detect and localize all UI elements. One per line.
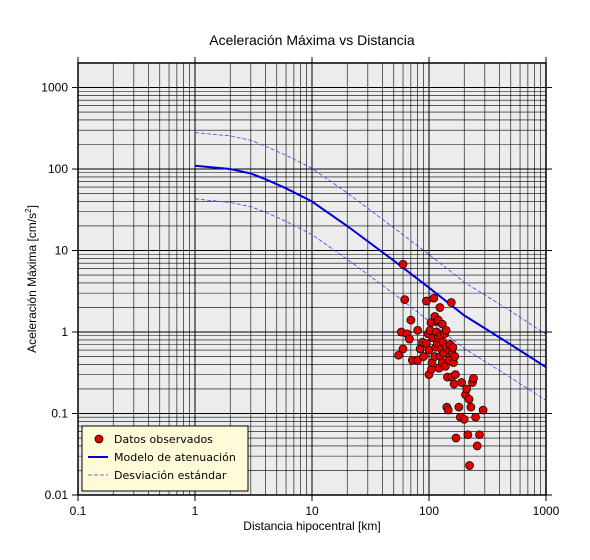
x-tick-label: 1000 [533,504,560,518]
legend-label-observed: Datos observados [114,433,213,446]
chart-title: Aceleración Máxima vs Distancia [209,32,415,48]
data-point [405,334,414,344]
data-point [448,342,458,352]
data-point [441,325,451,335]
model-line [194,164,547,369]
data-point [419,352,428,361]
data-point [394,350,403,360]
y-axis-label-sup: 2 [24,208,33,213]
data-point [429,293,439,303]
data-point [450,352,460,361]
data-point [472,441,482,451]
y-axis-label-tail: ] [25,205,39,208]
x-axis-label: Distancia hipocentral [km] [243,519,380,533]
data-point [459,414,469,424]
data-point [463,430,473,440]
data-point [398,259,408,269]
grid-lines [78,63,546,495]
data-point [469,374,478,383]
data-point [451,370,460,379]
legend-box [81,425,249,492]
stddev-upper-line [194,132,547,335]
data-point [464,394,474,404]
y-axis-label-main: Aceleración Máxima [cm/s [25,213,39,353]
legend: Datos observados Modelo de atenuación De… [81,425,249,492]
data-point [400,295,410,304]
data-point [435,303,445,312]
data-point [398,344,408,354]
x-tick-label: 100 [419,504,439,518]
y-tick-label: 100 [48,162,68,176]
data-point [466,402,476,412]
data-point [457,378,466,387]
y-tick-label: 1000 [41,81,68,95]
y-axis-label: Aceleración Máxima [cm/s2] [24,205,39,353]
stddev-lower-line [194,198,547,401]
legend-marker-observed [94,434,104,444]
data-point [413,325,423,335]
y-tick-label: 0.01 [45,488,69,502]
legend-label-model: Modelo de atenuación [114,451,236,464]
data-point [422,296,431,306]
x-tick-label: 10 [305,504,319,518]
data-point [462,384,472,394]
legend-label-stddev: Desviación estándar [114,469,227,482]
x-tick-label: 1 [192,504,199,518]
data-point [449,379,459,389]
model-curves [194,132,547,401]
data-point [478,405,488,415]
y-tick-label: 0.1 [51,407,68,421]
data-point [451,433,461,443]
y-tick-label: 10 [55,244,69,258]
data-point [406,315,416,325]
data-point [443,405,453,415]
data-point [446,298,456,307]
data-point [465,461,474,470]
data-point [437,319,447,329]
data-point [471,412,480,422]
data-point [454,402,464,412]
y-tick-label: 1 [61,325,68,339]
data-point [475,430,484,440]
x-tick-label: 0.1 [70,504,87,518]
observed-points [394,259,488,470]
